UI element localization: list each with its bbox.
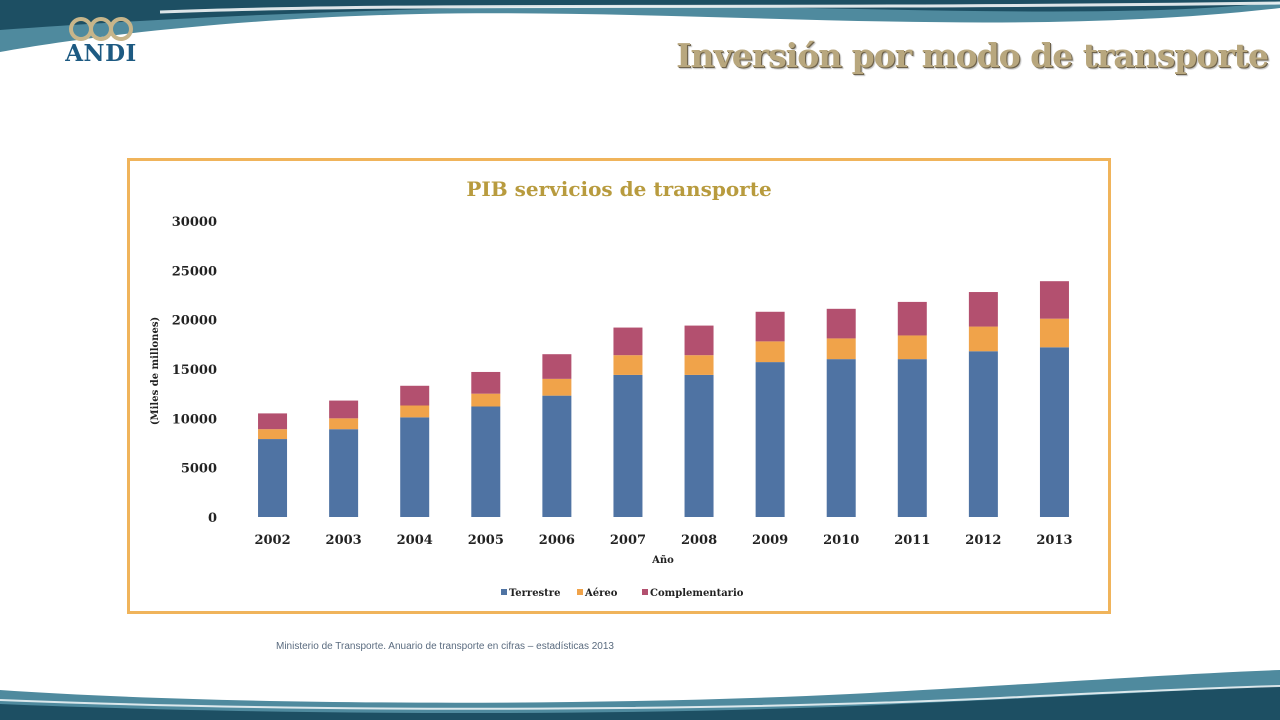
bar-terrestre-2002 (258, 439, 288, 517)
bar-complementario-2005 (471, 371, 501, 394)
bar-aereo-2007 (613, 355, 643, 375)
x-axis-label: Año (651, 555, 674, 566)
bar-terrestre-2006 (542, 395, 572, 517)
x-tick-label: 2009 (752, 533, 788, 548)
x-tick-label: 2013 (1036, 533, 1072, 548)
bar-complementario-2003 (329, 400, 359, 419)
andi-logo: ANDI (55, 16, 155, 72)
y-tick-label: 30000 (172, 215, 217, 230)
x-tick-label: 2004 (397, 533, 433, 548)
legend-label-aereo: Aéreo (584, 588, 618, 599)
page-title: Inversión por modo de transporte (676, 36, 1269, 75)
bar-complementario-2007 (613, 327, 643, 356)
bar-terrestre-2013 (1039, 347, 1069, 517)
bar-complementario-2013 (1039, 281, 1069, 319)
bar-aereo-2009 (755, 341, 785, 363)
bar-aereo-2002 (258, 429, 288, 440)
legend-swatch-aereo (577, 589, 583, 595)
y-tick-label: 5000 (181, 462, 217, 477)
logo-rings-icon (69, 17, 133, 41)
x-tick-label: 2007 (610, 533, 646, 548)
bar-terrestre-2005 (471, 406, 501, 517)
y-tick-label: 15000 (172, 363, 217, 378)
y-tick-label: 25000 (172, 264, 217, 279)
bar-aereo-2012 (968, 326, 998, 352)
bottom-wave-decoration (0, 670, 1280, 720)
y-axis-label: (Miles de millones) (150, 317, 161, 425)
stacked-bar-chart: PIB servicios de transporte (Miles de mi… (150, 177, 1073, 599)
bar-complementario-2004 (400, 385, 430, 406)
x-tick-label: 2006 (539, 533, 575, 548)
y-axis-ticks: 0 5000 10000 15000 20000 25000 30000 (172, 215, 217, 526)
x-tick-label: 2002 (254, 533, 290, 548)
bar-complementario-2012 (968, 292, 998, 327)
bar-aereo-2003 (329, 418, 359, 430)
x-tick-label: 2008 (681, 533, 717, 548)
x-tick-label: 2012 (965, 533, 1001, 548)
chart-frame: PIB servicios de transporte (Miles de mi… (127, 158, 1111, 614)
bar-terrestre-2004 (400, 417, 430, 517)
legend: Terrestre Aéreo Complementario (501, 588, 744, 599)
legend-label-terrestre: Terrestre (509, 588, 560, 599)
bar-aereo-2011 (897, 335, 927, 360)
bar-terrestre-2009 (755, 362, 785, 517)
bar-complementario-2006 (542, 354, 572, 379)
legend-swatch-terrestre (501, 589, 507, 595)
bars (258, 281, 1069, 517)
bar-aereo-2008 (684, 355, 714, 375)
bar-complementario-2011 (897, 301, 927, 336)
bar-complementario-2002 (258, 413, 288, 430)
x-axis-ticks: 2002 2003 2004 2005 2006 2007 2008 2009 2010 2011… (254, 533, 1072, 548)
bar-complementario-2010 (826, 308, 856, 339)
top-wave-decoration (0, 0, 1280, 52)
bar-terrestre-2008 (684, 374, 714, 517)
y-tick-label: 10000 (172, 412, 217, 427)
x-tick-label: 2010 (823, 533, 859, 548)
bar-terrestre-2012 (968, 351, 998, 517)
chart-title: PIB servicios de transporte (466, 177, 771, 201)
x-tick-label: 2011 (894, 533, 930, 548)
x-tick-label: 2005 (468, 533, 504, 548)
bar-aereo-2005 (471, 393, 501, 407)
y-tick-label: 20000 (172, 314, 217, 329)
bar-aereo-2004 (400, 405, 430, 418)
bar-complementario-2009 (755, 311, 785, 342)
bar-aereo-2006 (542, 378, 572, 396)
bar-aereo-2013 (1039, 318, 1069, 348)
bar-aereo-2010 (826, 338, 856, 360)
logo-text: ANDI (65, 40, 137, 67)
y-tick-label: 0 (208, 511, 217, 526)
legend-swatch-complementario (642, 589, 648, 595)
legend-label-complementario: Complementario (650, 588, 744, 599)
x-tick-label: 2003 (326, 533, 362, 548)
bar-terrestre-2007 (613, 374, 643, 517)
bar-complementario-2008 (684, 325, 714, 356)
bar-terrestre-2010 (826, 359, 856, 517)
bar-terrestre-2003 (329, 429, 359, 517)
bar-terrestre-2011 (897, 359, 927, 517)
source-note: Ministerio de Transporte. Anuario de tra… (276, 641, 614, 652)
